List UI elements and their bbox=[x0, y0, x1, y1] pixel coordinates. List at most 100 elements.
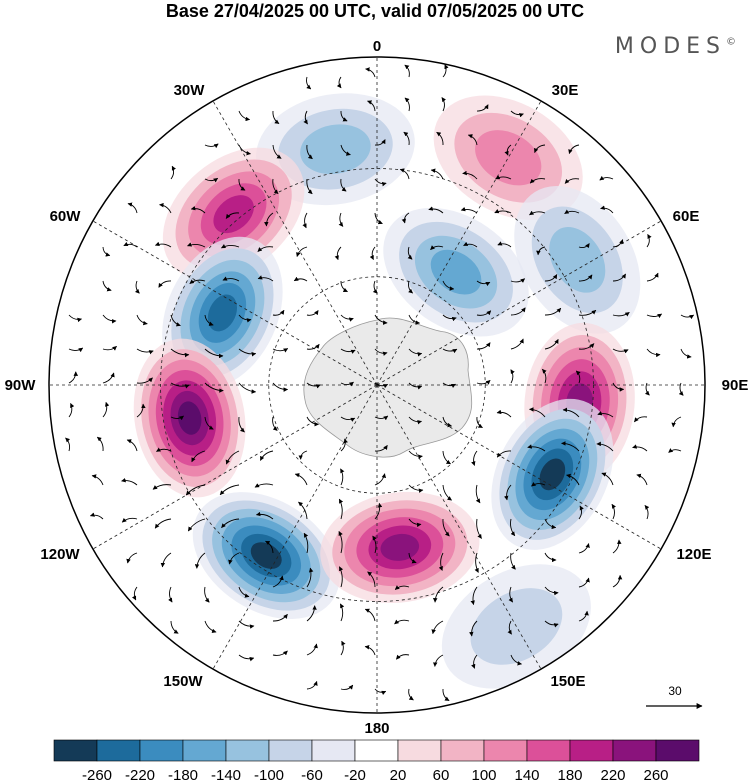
wind-vector bbox=[646, 272, 659, 282]
wind-vector bbox=[374, 688, 387, 695]
wind-vector bbox=[170, 348, 190, 358]
wind-vector bbox=[306, 343, 320, 350]
colorbar-swatch bbox=[483, 739, 528, 762]
wind-vector bbox=[510, 369, 515, 384]
wind-vector bbox=[204, 177, 219, 183]
wind-vector bbox=[374, 139, 386, 146]
wind-vector bbox=[578, 343, 595, 350]
colorbar-tick-label: -100 bbox=[254, 767, 284, 783]
wind-vector bbox=[340, 144, 351, 156]
meridian-line bbox=[376, 384, 662, 550]
colorbar-tick-label: 140 bbox=[514, 767, 539, 783]
wind-vector bbox=[340, 381, 354, 387]
wind-vector bbox=[471, 450, 478, 466]
wind-vector bbox=[632, 444, 648, 452]
wind-vector bbox=[306, 567, 314, 588]
wind-vector bbox=[534, 144, 546, 153]
wind-vector bbox=[578, 309, 597, 316]
wind-vector bbox=[408, 280, 413, 294]
wind-vector bbox=[671, 416, 682, 428]
wind-vector bbox=[264, 212, 274, 227]
wind-vector bbox=[159, 202, 172, 214]
meridian-line bbox=[376, 220, 662, 386]
wind-vector bbox=[408, 348, 423, 357]
colorbar-tick-label: 60 bbox=[433, 767, 450, 783]
wind-vector bbox=[510, 518, 516, 537]
wind-vector bbox=[544, 518, 557, 530]
wind-vector bbox=[302, 212, 308, 229]
wind-vector bbox=[394, 585, 410, 590]
wind-vector bbox=[298, 450, 308, 460]
wind-vector bbox=[68, 371, 79, 384]
wind-vector bbox=[154, 241, 172, 248]
wind-vector bbox=[544, 338, 559, 350]
wind-vector bbox=[476, 518, 482, 539]
wind-vector bbox=[680, 348, 692, 359]
wind-vector bbox=[367, 571, 376, 588]
wind-vector bbox=[575, 370, 581, 384]
wind-vector bbox=[238, 144, 251, 156]
wind-vector bbox=[564, 209, 580, 214]
wind-vector bbox=[154, 518, 172, 529]
wind-vector bbox=[544, 620, 559, 628]
wind-vector bbox=[372, 280, 378, 294]
wind-vector bbox=[367, 100, 376, 112]
wind-vector bbox=[187, 242, 206, 248]
lon-label-0: 0 bbox=[373, 38, 381, 55]
wind-vector bbox=[507, 620, 512, 635]
wind-vector bbox=[194, 552, 206, 569]
colorbar-swatch bbox=[655, 739, 700, 762]
wind-vector bbox=[399, 168, 410, 180]
meridian-line bbox=[92, 220, 378, 386]
colorbar-swatch bbox=[569, 739, 614, 762]
wind-vector bbox=[612, 311, 630, 317]
wind-vector bbox=[612, 539, 622, 554]
wind-vector bbox=[646, 234, 652, 248]
wind-vector bbox=[121, 517, 138, 523]
wind-vector bbox=[204, 143, 219, 149]
wind-vector bbox=[265, 540, 274, 554]
wind-vector bbox=[160, 552, 172, 568]
wind-vector bbox=[612, 574, 623, 588]
wind-vector bbox=[306, 310, 319, 316]
colorbar-tick-label: -60 bbox=[301, 767, 323, 783]
colorbar-tick-label: 260 bbox=[643, 767, 668, 783]
wind-vector bbox=[296, 246, 308, 257]
colorbar-swatch bbox=[96, 739, 141, 762]
wind-vector bbox=[134, 280, 140, 294]
wind-vector bbox=[510, 307, 526, 316]
map-boundary bbox=[48, 56, 706, 714]
wind-vector bbox=[460, 206, 478, 214]
wind-vector bbox=[578, 610, 589, 622]
lon-label-90e: 90E bbox=[722, 377, 749, 394]
wind-vector bbox=[374, 178, 387, 187]
wind-vector bbox=[65, 437, 71, 452]
wind-vector bbox=[510, 654, 523, 666]
wind-vector bbox=[529, 210, 546, 216]
wind-vector bbox=[136, 403, 146, 418]
lon-label-150w: 150W bbox=[163, 673, 203, 690]
wind-vector bbox=[394, 619, 410, 625]
wind-vector bbox=[102, 401, 110, 418]
wind-vector bbox=[408, 382, 423, 390]
wind-vector bbox=[170, 314, 181, 327]
wind-vector bbox=[476, 310, 492, 316]
wind-vector bbox=[495, 175, 512, 180]
wind-vector bbox=[272, 110, 280, 125]
wind-vector bbox=[529, 178, 546, 184]
colorbar-swatch bbox=[354, 739, 399, 762]
meridian-line bbox=[212, 100, 378, 386]
lon-label-90w: 90W bbox=[5, 377, 37, 394]
colorbar-swatch bbox=[397, 739, 442, 762]
wind-vector bbox=[238, 654, 255, 662]
wind-vector bbox=[578, 243, 590, 249]
wind-vector bbox=[408, 416, 422, 425]
wind-vector bbox=[442, 348, 458, 354]
wind-vector bbox=[636, 473, 648, 486]
wind-vector bbox=[306, 605, 317, 622]
wind-vector bbox=[561, 441, 580, 452]
wind-vector bbox=[272, 382, 289, 392]
wind-vector bbox=[678, 382, 684, 396]
wind-vector bbox=[339, 603, 345, 622]
